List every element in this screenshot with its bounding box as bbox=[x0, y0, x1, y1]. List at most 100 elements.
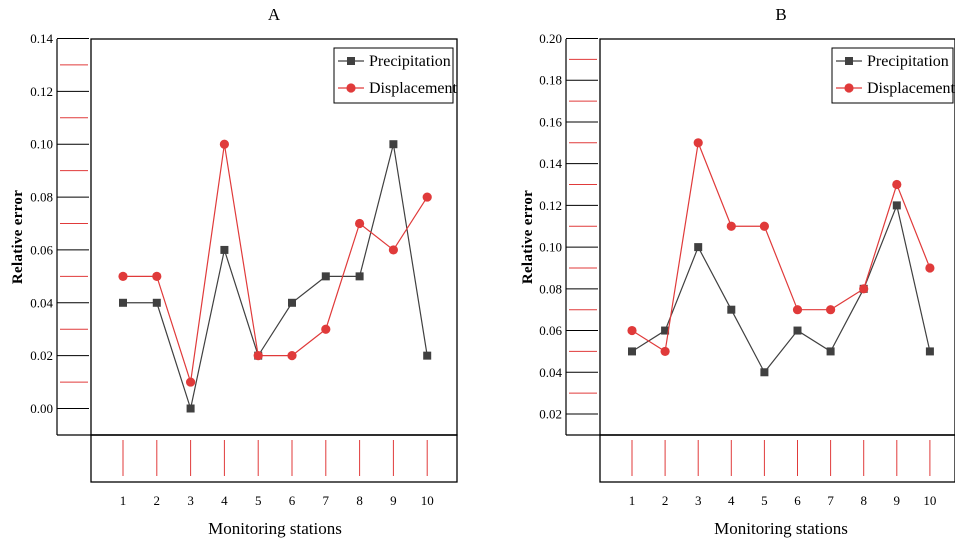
data-point bbox=[288, 298, 296, 307]
legend: Precipitation Displacement bbox=[333, 47, 458, 104]
y-tick-label: 0.04 bbox=[539, 365, 562, 380]
legend-label: Displacement bbox=[867, 80, 955, 97]
x-tick-label: 9 bbox=[894, 493, 901, 508]
y-tick-label: 0.10 bbox=[539, 240, 562, 255]
x-tick-label: 7 bbox=[827, 493, 834, 508]
data-point bbox=[660, 346, 670, 357]
y-tick-label: 0.08 bbox=[539, 281, 562, 296]
legend-label: Precipitation bbox=[867, 53, 949, 70]
data-point bbox=[925, 263, 935, 273]
lower-axis-frame bbox=[90, 434, 458, 483]
data-point bbox=[727, 305, 736, 314]
series-displacement bbox=[118, 139, 432, 387]
x-tick-label: 5 bbox=[761, 493, 768, 508]
data-point bbox=[759, 221, 770, 231]
y-tick-label: 0.12 bbox=[30, 84, 53, 99]
y-tick-label: 0.08 bbox=[30, 190, 53, 205]
legend-label: Precipitation bbox=[369, 53, 451, 70]
data-point bbox=[693, 138, 703, 148]
x-tick-label: 2 bbox=[662, 493, 669, 508]
legend-marker bbox=[346, 83, 356, 93]
y-tick-label: 0.10 bbox=[30, 137, 53, 152]
data-point bbox=[287, 351, 297, 361]
data-point bbox=[892, 179, 902, 190]
legend-marker bbox=[844, 83, 854, 93]
x-tick-label: 10 bbox=[421, 493, 434, 508]
data-point bbox=[253, 351, 263, 361]
series-line bbox=[123, 144, 428, 411]
x-tick-label: 1 bbox=[120, 493, 127, 508]
data-point bbox=[355, 218, 365, 229]
data-point bbox=[389, 140, 398, 149]
data-point bbox=[355, 272, 364, 281]
series-line bbox=[123, 144, 428, 383]
y-tick-label: 0.14 bbox=[30, 31, 53, 46]
chart-title: B bbox=[775, 5, 786, 24]
data-point bbox=[152, 271, 162, 281]
data-point bbox=[726, 221, 736, 231]
data-point bbox=[793, 326, 802, 335]
y-axis-label: Relative error bbox=[520, 190, 536, 284]
data-point bbox=[220, 245, 229, 254]
data-point bbox=[186, 377, 196, 387]
series-precipitation bbox=[119, 140, 432, 413]
data-point bbox=[892, 201, 901, 210]
x-axis-label: Monitoring stations bbox=[714, 519, 848, 538]
series-line bbox=[631, 203, 931, 374]
x-tick-label: 7 bbox=[323, 493, 330, 508]
y-tick-label: 0.02 bbox=[539, 407, 562, 422]
data-point bbox=[422, 192, 432, 202]
data-point bbox=[118, 271, 128, 281]
data-point bbox=[859, 284, 869, 294]
x-tick-label: 1 bbox=[629, 493, 636, 508]
data-point bbox=[388, 245, 398, 255]
y-tick-label: 0.18 bbox=[539, 73, 562, 88]
x-tick-label: 2 bbox=[154, 493, 161, 508]
x-tick-label: 8 bbox=[356, 493, 363, 508]
data-point bbox=[661, 326, 670, 335]
data-point bbox=[826, 305, 836, 315]
y-tick-label: 0.00 bbox=[30, 401, 53, 416]
x-tick-label: 9 bbox=[390, 493, 397, 508]
data-point bbox=[925, 347, 934, 356]
legend-marker bbox=[845, 57, 853, 65]
y-tick-label: 0.12 bbox=[539, 198, 562, 213]
y-tick-label: 0.06 bbox=[30, 242, 53, 257]
x-tick-label: 3 bbox=[695, 493, 702, 508]
data-point bbox=[423, 351, 432, 360]
series-displacement bbox=[627, 138, 935, 357]
data-point bbox=[627, 325, 637, 336]
chart-panel-b: B 0.02 0.04 0.06 0.08 0.10 0.12 0.14 0.16 0.18 0.2… bbox=[520, 5, 955, 538]
y-axis-label: Relative error bbox=[10, 190, 26, 284]
x-axis-label: Monitoring stations bbox=[208, 519, 342, 538]
data-point bbox=[119, 298, 127, 307]
y-tick-label: 0.04 bbox=[30, 295, 53, 310]
data-point bbox=[694, 243, 703, 252]
x-tick-label: 4 bbox=[221, 493, 228, 508]
data-point bbox=[321, 272, 330, 281]
legend-marker bbox=[347, 57, 355, 65]
y-tick-label: 0.14 bbox=[539, 156, 562, 171]
y-tick-label: 0.20 bbox=[539, 31, 562, 46]
series-line bbox=[631, 140, 931, 353]
chart-panel-a: A 0.00 0.02 0.04 0.06 0.08 0.10 0.12 0.14 1 2 3 4 5 6 7… bbox=[10, 5, 458, 538]
data-point bbox=[628, 347, 636, 356]
lower-axis-frame bbox=[599, 434, 955, 483]
data-point bbox=[152, 298, 161, 307]
x-tick-label: 6 bbox=[794, 493, 801, 508]
x-tick-label: 8 bbox=[860, 493, 867, 508]
x-tick-label: 4 bbox=[728, 493, 735, 508]
data-point bbox=[792, 305, 803, 315]
y-tick-label: 0.16 bbox=[539, 114, 562, 129]
series-precipitation bbox=[628, 201, 934, 377]
x-tick-label: 6 bbox=[289, 493, 296, 508]
data-point bbox=[186, 404, 195, 413]
y-tick-label: 0.06 bbox=[539, 323, 562, 338]
x-tick-label: 3 bbox=[187, 493, 194, 508]
chart-title: A bbox=[268, 5, 281, 24]
legend-label: Displacement bbox=[369, 80, 458, 97]
x-tick-label: 10 bbox=[923, 493, 936, 508]
x-tick-label: 5 bbox=[255, 493, 262, 508]
data-point bbox=[219, 139, 229, 149]
